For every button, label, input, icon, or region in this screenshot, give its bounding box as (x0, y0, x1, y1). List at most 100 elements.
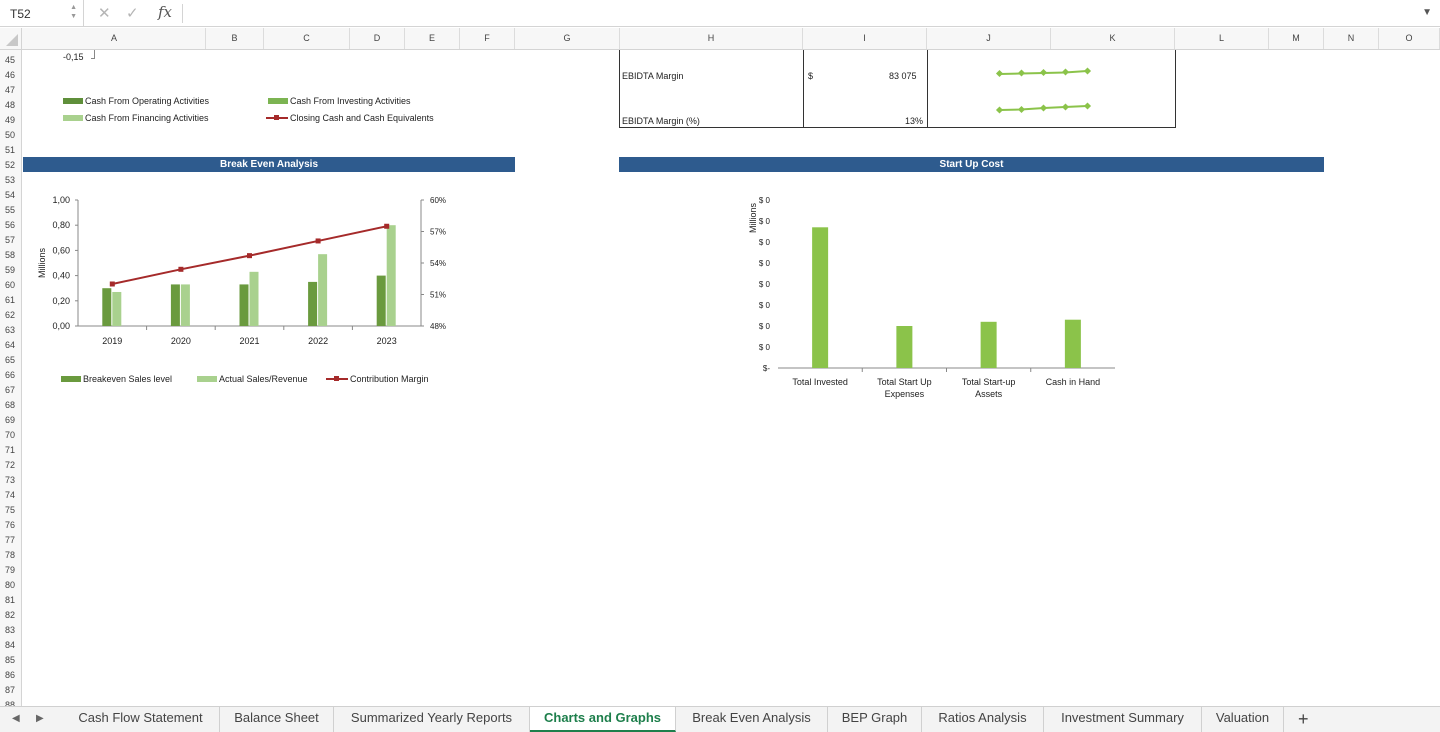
row-header-51[interactable]: 51 (5, 145, 16, 155)
row-header-68[interactable]: 68 (5, 400, 16, 410)
row-header-59[interactable]: 59 (5, 265, 16, 275)
row-header-55[interactable]: 55 (5, 205, 16, 215)
confirm-icon[interactable]: ✓ (126, 5, 139, 22)
row-header-88[interactable]: 88 (5, 700, 16, 706)
column-header-i[interactable]: I (803, 28, 927, 49)
cancel-icon[interactable]: ✕ (98, 5, 111, 22)
kpi-value-ebitda-margin-pct: 13% (905, 116, 924, 126)
kpi-table (619, 50, 1176, 128)
worksheet[interactable]: -0,15 Cash From Operating Activities Cas… (23, 50, 1440, 706)
row-header-64[interactable]: 64 (5, 340, 16, 350)
break-even-chart[interactable]: Millions 0,00 0,20 0,40 0,60 0,80 1,00 48% 51% 54… (23, 188, 493, 388)
row-header-69[interactable]: 69 (5, 415, 16, 425)
kpi-sparklines (995, 67, 1092, 114)
row-header-80[interactable]: 80 (5, 580, 16, 590)
x-tick-label: Expenses (885, 389, 925, 399)
name-box-stepper-icon[interactable]: ▲ ▼ (70, 4, 77, 20)
column-header-a[interactable]: A (23, 28, 206, 49)
row-header-46[interactable]: 46 (5, 70, 16, 80)
row-header-57[interactable]: 57 (5, 235, 16, 245)
point-contribution-margin (109, 281, 115, 287)
tab-scroll-left-icon[interactable]: ◀ (12, 713, 20, 724)
column-header-k[interactable]: K (1051, 28, 1175, 49)
tab-cash-flow-statement[interactable]: Cash Flow Statement (62, 707, 220, 732)
y-tick-label: $ 0 (759, 322, 771, 331)
column-header-m[interactable]: M (1269, 28, 1324, 49)
row-header-73[interactable]: 73 (5, 475, 16, 485)
add-sheet-button[interactable]: + (1298, 709, 1309, 729)
row-header-72[interactable]: 72 (5, 460, 16, 470)
legend-label: Actual Sales/Revenue (219, 374, 308, 384)
column-header-n[interactable]: N (1324, 28, 1379, 49)
tab-break-even-analysis[interactable]: Break Even Analysis (676, 707, 828, 732)
row-header-84[interactable]: 84 (5, 640, 16, 650)
row-header-61[interactable]: 61 (5, 295, 16, 305)
column-header-h[interactable]: H (620, 28, 803, 49)
column-header-o[interactable]: O (1379, 28, 1440, 49)
tab-scroll-right-icon[interactable]: ▶ (36, 713, 44, 724)
row-header-85[interactable]: 85 (5, 655, 16, 665)
tab-balance-sheet[interactable]: Balance Sheet (220, 707, 334, 732)
row-header-67[interactable]: 67 (5, 385, 16, 395)
row-header-52[interactable]: 52 (5, 160, 16, 170)
column-header-d[interactable]: D (350, 28, 405, 49)
column-header-b[interactable]: B (206, 28, 264, 49)
tab-charts-and-graphs[interactable]: Charts and Graphs (530, 707, 676, 732)
point-contribution-margin (178, 266, 184, 272)
row-header-75[interactable]: 75 (5, 505, 16, 515)
y-tick-label: 0,40 (52, 271, 70, 281)
row-header-76[interactable]: 76 (5, 520, 16, 530)
row-header-62[interactable]: 62 (5, 310, 16, 320)
row-header-56[interactable]: 56 (5, 220, 16, 230)
bar-breakeven-sales (376, 275, 386, 326)
column-header-g[interactable]: G (515, 28, 620, 49)
name-box[interactable]: T52 ▲ ▼ (0, 0, 84, 27)
y-tick-label: $- (763, 364, 770, 373)
row-header-45[interactable]: 45 (5, 55, 16, 65)
row-header-71[interactable]: 71 (5, 445, 16, 455)
row-header-70[interactable]: 70 (5, 430, 16, 440)
y-axis-title: Millions (37, 248, 47, 279)
bar-breakeven-sales (102, 288, 112, 326)
row-header-82[interactable]: 82 (5, 610, 16, 620)
row-header-54[interactable]: 54 (5, 190, 16, 200)
startup-cost-chart[interactable]: Millions $- $ 0 $ 0 $ 0 $ 0 $ 0 $ 0 $ 0 $ 0 Total … (713, 188, 1133, 408)
row-header-65[interactable]: 65 (5, 355, 16, 365)
row-header-63[interactable]: 63 (5, 325, 16, 335)
column-header-c[interactable]: C (264, 28, 350, 49)
x-tick-label: 2022 (308, 336, 328, 346)
legend-item-operating: Cash From Operating Activities (63, 96, 209, 106)
row-header-60[interactable]: 60 (5, 280, 16, 290)
tab-ratios-analysis[interactable]: Ratios Analysis (922, 707, 1044, 732)
row-header-77[interactable]: 77 (5, 535, 16, 545)
row-header-50[interactable]: 50 (5, 130, 16, 140)
tab-summarized-yearly-reports[interactable]: Summarized Yearly Reports (334, 707, 530, 732)
row-header-86[interactable]: 86 (5, 670, 16, 680)
row-header-47[interactable]: 47 (5, 85, 16, 95)
column-header-e[interactable]: E (405, 28, 460, 49)
column-header-j[interactable]: J (927, 28, 1051, 49)
insert-function-icon[interactable]: fx (158, 3, 173, 21)
column-header-f[interactable]: F (460, 28, 515, 49)
tab-valuation[interactable]: Valuation (1202, 707, 1284, 732)
x-tick-label: 2023 (377, 336, 397, 346)
row-header-81[interactable]: 81 (5, 595, 16, 605)
row-header-53[interactable]: 53 (5, 175, 16, 185)
row-header-83[interactable]: 83 (5, 625, 16, 635)
cell-reference: T52 (10, 7, 31, 21)
legend-label: Closing Cash and Cash Equivalents (290, 113, 434, 123)
section-title-break-even: Break Even Analysis (23, 157, 515, 172)
tab-bep-graph[interactable]: BEP Graph (828, 707, 922, 732)
row-header-79[interactable]: 79 (5, 565, 16, 575)
row-header-74[interactable]: 74 (5, 490, 16, 500)
row-header-49[interactable]: 49 (5, 115, 16, 125)
select-all-button[interactable] (0, 28, 22, 49)
row-header-87[interactable]: 87 (5, 685, 16, 695)
row-header-48[interactable]: 48 (5, 100, 16, 110)
row-header-58[interactable]: 58 (5, 250, 16, 260)
column-header-l[interactable]: L (1175, 28, 1269, 49)
row-header-78[interactable]: 78 (5, 550, 16, 560)
row-header-66[interactable]: 66 (5, 370, 16, 380)
expand-formula-icon[interactable]: ▼ (1422, 7, 1432, 18)
tab-investment-summary[interactable]: Investment Summary (1044, 707, 1202, 732)
